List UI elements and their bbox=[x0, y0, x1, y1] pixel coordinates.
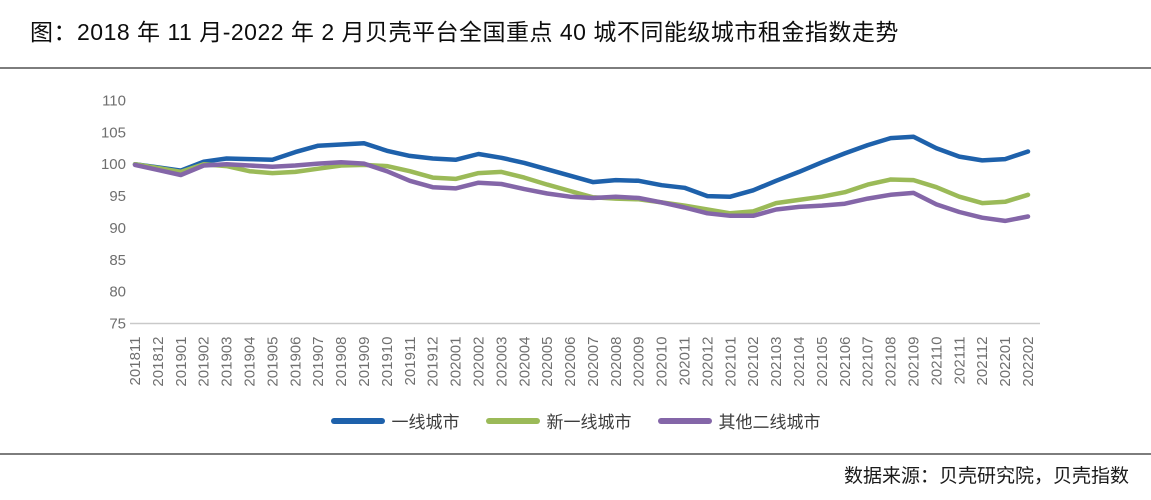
x-tick-label: 202010 bbox=[654, 337, 671, 387]
y-tick-label: 75 bbox=[109, 316, 126, 333]
x-tick-label: 202107 bbox=[860, 337, 877, 387]
y-tick-label: 100 bbox=[101, 156, 126, 173]
x-tick-label: 201902 bbox=[196, 337, 213, 387]
x-tick-label: 201906 bbox=[287, 337, 304, 387]
x-tick-label: 202007 bbox=[585, 337, 602, 387]
y-tick-label: 80 bbox=[109, 284, 126, 301]
y-tick-label: 85 bbox=[109, 252, 126, 269]
x-tick-label: 202003 bbox=[493, 337, 510, 387]
chart-title: 图：2018 年 11 月-2022 年 2 月贝壳平台全国重点 40 城不同能… bbox=[30, 19, 899, 45]
x-tick-label: 201911 bbox=[402, 337, 419, 386]
series-line-0 bbox=[132, 134, 1031, 199]
x-tick-label: 202202 bbox=[1020, 337, 1037, 387]
footer-divider bbox=[0, 453, 1151, 455]
chart-legend: 一线城市 新一线城市 其他二线城市 bbox=[0, 408, 1151, 433]
other-tier2-line-swatch bbox=[657, 417, 712, 424]
x-tick-label: 202103 bbox=[768, 337, 785, 387]
x-tick-label: 202106 bbox=[837, 337, 854, 387]
legend-item-tier1: 一线城市 bbox=[330, 408, 460, 433]
x-tick-label: 202112 bbox=[974, 336, 991, 385]
x-tick-label: 202101 bbox=[722, 337, 739, 387]
x-tick-label: 202104 bbox=[791, 337, 808, 387]
legend-label-other-tier2: 其他二线城市 bbox=[718, 413, 821, 432]
x-tick-label: 201904 bbox=[241, 337, 258, 387]
x-tick-label: 202201 bbox=[997, 337, 1014, 387]
x-tick-label: 202004 bbox=[516, 337, 533, 387]
y-tick-label: 90 bbox=[109, 220, 126, 237]
x-tick-label: 202102 bbox=[745, 337, 762, 387]
legend-item-new-tier1: 新一线城市 bbox=[485, 408, 632, 433]
x-tick-label: 202111 bbox=[951, 337, 968, 385]
legend-label-new-tier1: 新一线城市 bbox=[546, 413, 632, 432]
x-tick-label: 202006 bbox=[562, 337, 579, 387]
x-tick-label: 201905 bbox=[264, 337, 281, 387]
x-tick-label: 201812 bbox=[150, 337, 167, 387]
series-line-2 bbox=[132, 160, 1031, 224]
x-tick-label: 202110 bbox=[928, 337, 945, 386]
x-tick-label: 201912 bbox=[425, 337, 442, 387]
x-tick-label: 202008 bbox=[608, 337, 625, 387]
legend-label-tier1: 一线城市 bbox=[391, 413, 460, 432]
x-tick-label: 201901 bbox=[173, 337, 190, 387]
x-tick-label: 201908 bbox=[333, 337, 350, 387]
series-line-1 bbox=[132, 161, 1031, 216]
x-tick-label: 202108 bbox=[883, 337, 900, 387]
x-tick-label: 201907 bbox=[310, 337, 327, 387]
legend-item-other-tier2: 其他二线城市 bbox=[657, 408, 821, 433]
x-tick-label: 202105 bbox=[814, 337, 831, 387]
title-divider bbox=[0, 67, 1151, 69]
data-source-note: 数据来源：贝壳研究院，贝壳指数 bbox=[843, 466, 1129, 487]
x-tick-label: 202001 bbox=[448, 337, 465, 387]
y-tick-label: 110 bbox=[102, 93, 126, 110]
x-tick-label: 201909 bbox=[356, 337, 373, 387]
x-tick-label: 201811 bbox=[127, 337, 144, 386]
x-tick-label: 202002 bbox=[470, 337, 487, 387]
x-tick-label: 201903 bbox=[219, 337, 236, 387]
x-tick-label: 202011 bbox=[677, 337, 694, 386]
x-tick-label: 202009 bbox=[631, 337, 648, 387]
y-tick-label: 105 bbox=[101, 124, 126, 141]
new-tier1-line-swatch bbox=[485, 417, 540, 424]
x-tick-label: 202005 bbox=[539, 337, 556, 387]
tier1-line-swatch bbox=[330, 417, 385, 424]
y-tick-label: 95 bbox=[109, 188, 126, 205]
x-tick-label: 201910 bbox=[379, 337, 396, 387]
x-tick-label: 202109 bbox=[906, 337, 923, 387]
x-tick-label: 202012 bbox=[699, 337, 716, 387]
